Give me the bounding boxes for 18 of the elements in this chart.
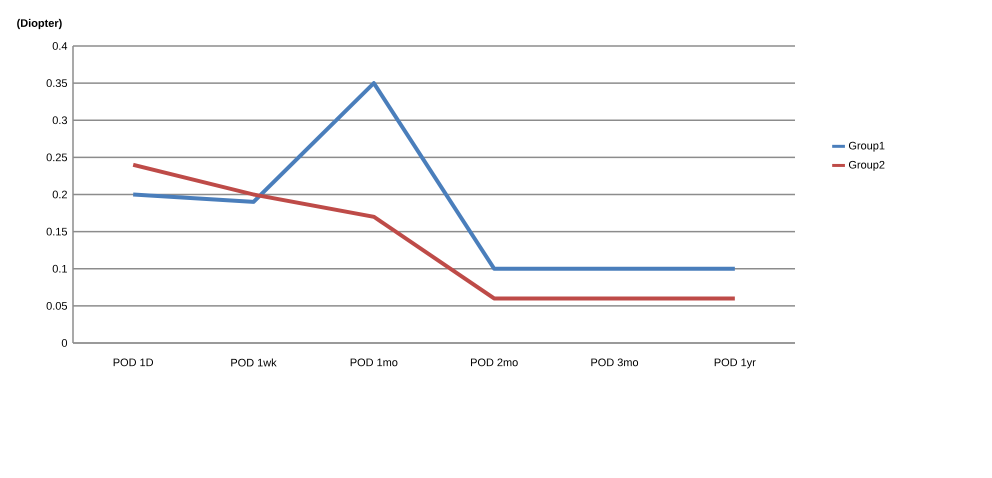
legend-label: Group1	[848, 142, 884, 152]
y-tick-label: 0.4	[52, 42, 68, 50]
y-tick-label: 0.15	[46, 228, 68, 236]
y-tick-label: 0	[62, 339, 68, 347]
y-tick-label: 0.35	[46, 79, 68, 88]
y-tick-label: 0.3	[52, 116, 67, 124]
y-tick-label: 0.25	[46, 154, 68, 162]
x-tick-label: POD 1mo	[350, 358, 398, 366]
y-tick-label: 0.1	[52, 264, 67, 273]
y-axis-title: (Diopter)	[17, 18, 62, 30]
legend-label: Group2	[848, 160, 884, 171]
x-tick-label: POD 1wk	[231, 358, 277, 367]
y-tick-label: 0.2	[52, 190, 67, 198]
x-tick-label: POD 3mo	[591, 358, 638, 366]
x-tick-label: POD 1D	[114, 358, 154, 366]
y-tick-label: 0.05	[46, 302, 68, 310]
x-tick-label: POD 2mo	[471, 358, 518, 366]
x-tick-label: POD 1yr	[714, 358, 756, 368]
